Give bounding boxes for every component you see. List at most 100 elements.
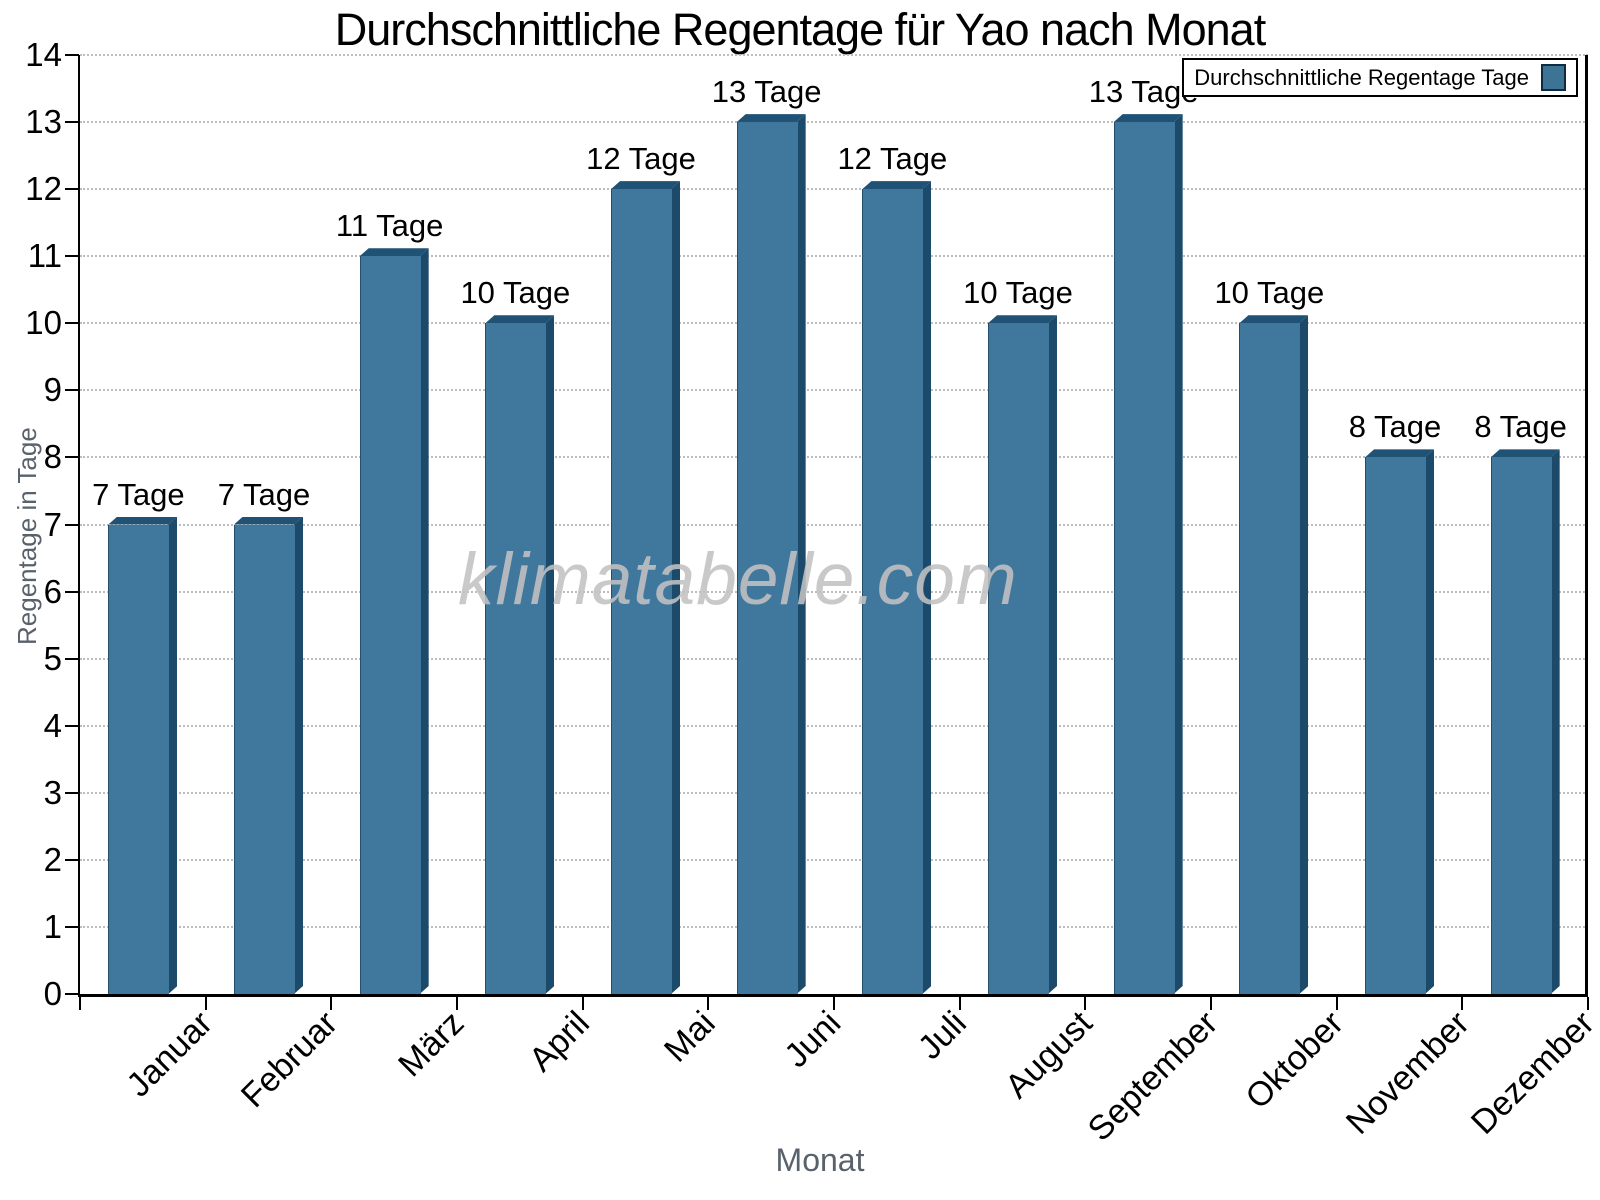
y-tick-icon	[65, 54, 79, 56]
bar	[1113, 114, 1183, 994]
bar-top-face	[611, 181, 680, 190]
bar-top-face	[485, 315, 555, 324]
gridline	[80, 523, 1588, 526]
bar-value-label: 13 Tage	[711, 74, 822, 110]
legend-label: Durchschnittliche Regentage Tage	[1194, 64, 1529, 90]
bar	[485, 315, 555, 994]
bar	[862, 181, 932, 994]
x-tick-label: November	[1338, 1004, 1477, 1142]
bar-top-face	[1365, 449, 1434, 458]
y-tick-label: 2	[43, 840, 62, 878]
bar-top-face	[862, 181, 932, 190]
bar-value-label: 11 Tage	[335, 208, 444, 244]
y-tick-label: 6	[43, 572, 62, 610]
bar	[1239, 315, 1309, 994]
gridline	[80, 590, 1588, 593]
y-tick-icon	[65, 188, 79, 191]
bar-top-face	[1239, 315, 1309, 324]
bar-front-face	[1365, 457, 1426, 994]
y-tick-label: 10	[25, 304, 62, 342]
bar-front-face	[1113, 122, 1175, 994]
bar-value-label: 10 Tage	[1214, 275, 1325, 311]
y-tick-label: 1	[43, 907, 62, 945]
bar-front-face	[736, 122, 798, 994]
x-tick-label: Januar	[119, 1004, 220, 1105]
y-tick-label: 7	[43, 505, 62, 543]
bar-front-face	[1239, 323, 1301, 994]
bar	[359, 248, 429, 994]
bar	[108, 516, 178, 994]
bar-value-label: 10 Tage	[460, 275, 571, 311]
legend-swatch-icon	[1541, 64, 1566, 91]
legend: Durchschnittliche Regentage Tage	[1182, 58, 1578, 97]
y-tick-label: 14	[25, 36, 62, 73]
bar-top-face	[988, 315, 1057, 324]
bar	[988, 315, 1057, 994]
y-tick-label: 13	[25, 103, 62, 141]
y-tick-icon	[65, 925, 79, 928]
bar-value-label: 7 Tage	[92, 476, 185, 512]
bar	[736, 114, 806, 994]
gridline	[80, 188, 1588, 191]
y-tick-label: 8	[43, 438, 62, 476]
x-tick-icon	[958, 997, 961, 1010]
bar-front-face	[1490, 457, 1552, 994]
bar-top-face	[1113, 114, 1183, 123]
y-tick-icon	[65, 858, 79, 861]
gridline	[80, 925, 1588, 928]
x-tick-icon	[330, 997, 333, 1010]
x-axis-line	[78, 994, 1588, 997]
y-tick-icon	[65, 389, 79, 392]
x-tick-label: April	[521, 1004, 597, 1079]
bar-front-face	[485, 323, 547, 994]
x-tick-label: Dezember	[1464, 1004, 1600, 1142]
bar-front-face	[108, 524, 170, 994]
y-tick-label: 5	[43, 639, 62, 677]
x-tick-icon	[79, 997, 81, 1010]
bar-top-face	[736, 114, 806, 123]
x-tick-icon	[707, 997, 710, 1010]
bar-value-label: 8 Tage	[1474, 409, 1567, 445]
bar-value-label: 8 Tage	[1348, 409, 1442, 445]
y-tick-icon	[65, 657, 79, 660]
x-tick-label: Juni	[777, 1004, 849, 1075]
x-tick-icon	[833, 997, 835, 1010]
y-tick-label: 11	[27, 237, 62, 275]
gridline	[80, 456, 1588, 459]
bar-front-face	[862, 189, 924, 994]
y-tick-label: 9	[43, 371, 62, 409]
bar-front-face	[359, 256, 421, 994]
bar-top-face	[234, 516, 303, 525]
gridline	[80, 255, 1588, 258]
x-tick-icon	[456, 997, 458, 1010]
y-tick-icon	[65, 255, 79, 258]
bar-top-face	[1490, 449, 1560, 458]
y-tick-icon	[65, 523, 79, 526]
x-tick-icon	[1587, 997, 1589, 1010]
bar-value-label: 12 Tage	[586, 141, 696, 177]
bar-value-label: 7 Tage	[217, 476, 311, 512]
chart-title: Durchschnittliche Regentage für Yao nach…	[334, 4, 1266, 55]
bar-front-face	[988, 323, 1049, 994]
gridline	[80, 54, 1588, 56]
bar	[611, 181, 680, 994]
watermark: klimatabelle.com	[458, 539, 1018, 620]
x-axis-title: Monat	[775, 1142, 865, 1178]
x-tick-label: Oktober	[1238, 1004, 1351, 1117]
gridline	[80, 791, 1588, 794]
x-tick-icon	[1210, 997, 1212, 1010]
x-tick-label: August	[997, 1004, 1100, 1106]
y-tick-icon	[65, 791, 79, 794]
y-tick-icon	[65, 590, 79, 593]
gridline	[80, 121, 1588, 124]
bar-front-face	[234, 524, 295, 994]
bar-front-face	[611, 189, 672, 994]
x-tick-label: März	[390, 1004, 472, 1085]
y-tick-icon	[65, 724, 79, 727]
bar	[234, 516, 303, 994]
gridline	[80, 858, 1588, 861]
y-tick-icon	[65, 993, 79, 995]
gridline	[80, 657, 1588, 660]
bar	[1365, 449, 1434, 994]
gridline	[80, 724, 1588, 727]
